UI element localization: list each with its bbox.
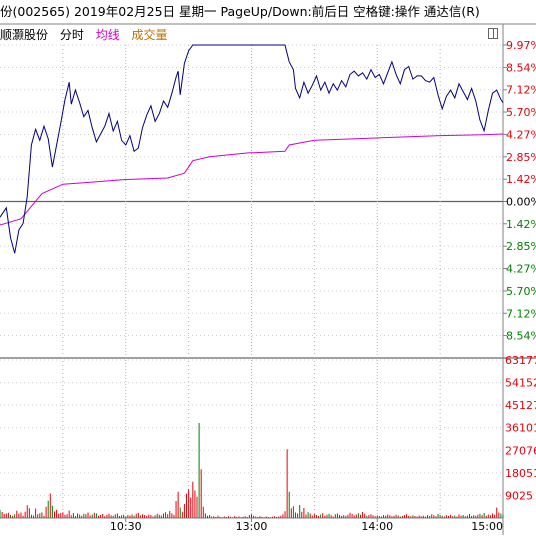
- price-line: [0, 44, 504, 254]
- y-tick-label: 1.42%: [506, 218, 536, 231]
- y-tick-label: 2.85%: [506, 151, 536, 164]
- y-tick-label: 8.54%: [506, 330, 536, 343]
- x-tick-label: 10:30: [110, 520, 142, 533]
- volume-tick-label: 45127: [505, 399, 536, 412]
- y-tick-label: 9.97%: [506, 39, 536, 52]
- y-tick-label: 7.12%: [506, 307, 536, 320]
- window-title: 份(002565) 2019年02月25日 星期一 PageUp/Down:前后…: [0, 4, 480, 19]
- avg-price-line: [0, 133, 504, 226]
- y-tick-label: 5.70%: [506, 285, 536, 298]
- volume-tick-label: 36101: [505, 422, 536, 435]
- chart-legend: 顺灏股份 分时 均线 成交量: [0, 25, 176, 45]
- x-tick-label: 15:00: [471, 520, 503, 533]
- y-tick-label: 0.00%: [506, 196, 536, 209]
- volume-legend: 成交量: [131, 28, 168, 42]
- volume-tick-label: 9025: [505, 489, 533, 502]
- y-tick-label: 8.54%: [506, 61, 536, 74]
- x-tick-label: 13:00: [236, 520, 268, 533]
- stock-name-label: 顺灏股份: [0, 28, 49, 42]
- y-tick-label: 2.85%: [506, 240, 536, 253]
- panel-toggle-icon[interactable]: [488, 28, 498, 39]
- avg-line-legend: 均线: [95, 28, 120, 42]
- volume-tick-label: 63177: [505, 354, 536, 367]
- x-tick-label: 14:00: [361, 520, 393, 533]
- y-tick-label: 4.27%: [506, 263, 536, 276]
- y-tick-label: 4.27%: [506, 128, 536, 141]
- y-tick-label: 5.70%: [506, 106, 536, 119]
- y-tick-label: 7.12%: [506, 84, 536, 97]
- volume-tick-label: 27076: [505, 444, 536, 457]
- y-tick-label: 1.42%: [506, 173, 536, 186]
- volume-tick-label: 54152: [505, 377, 536, 390]
- mode-label[interactable]: 分时: [59, 28, 84, 42]
- volume-tick-label: 18051: [505, 467, 536, 480]
